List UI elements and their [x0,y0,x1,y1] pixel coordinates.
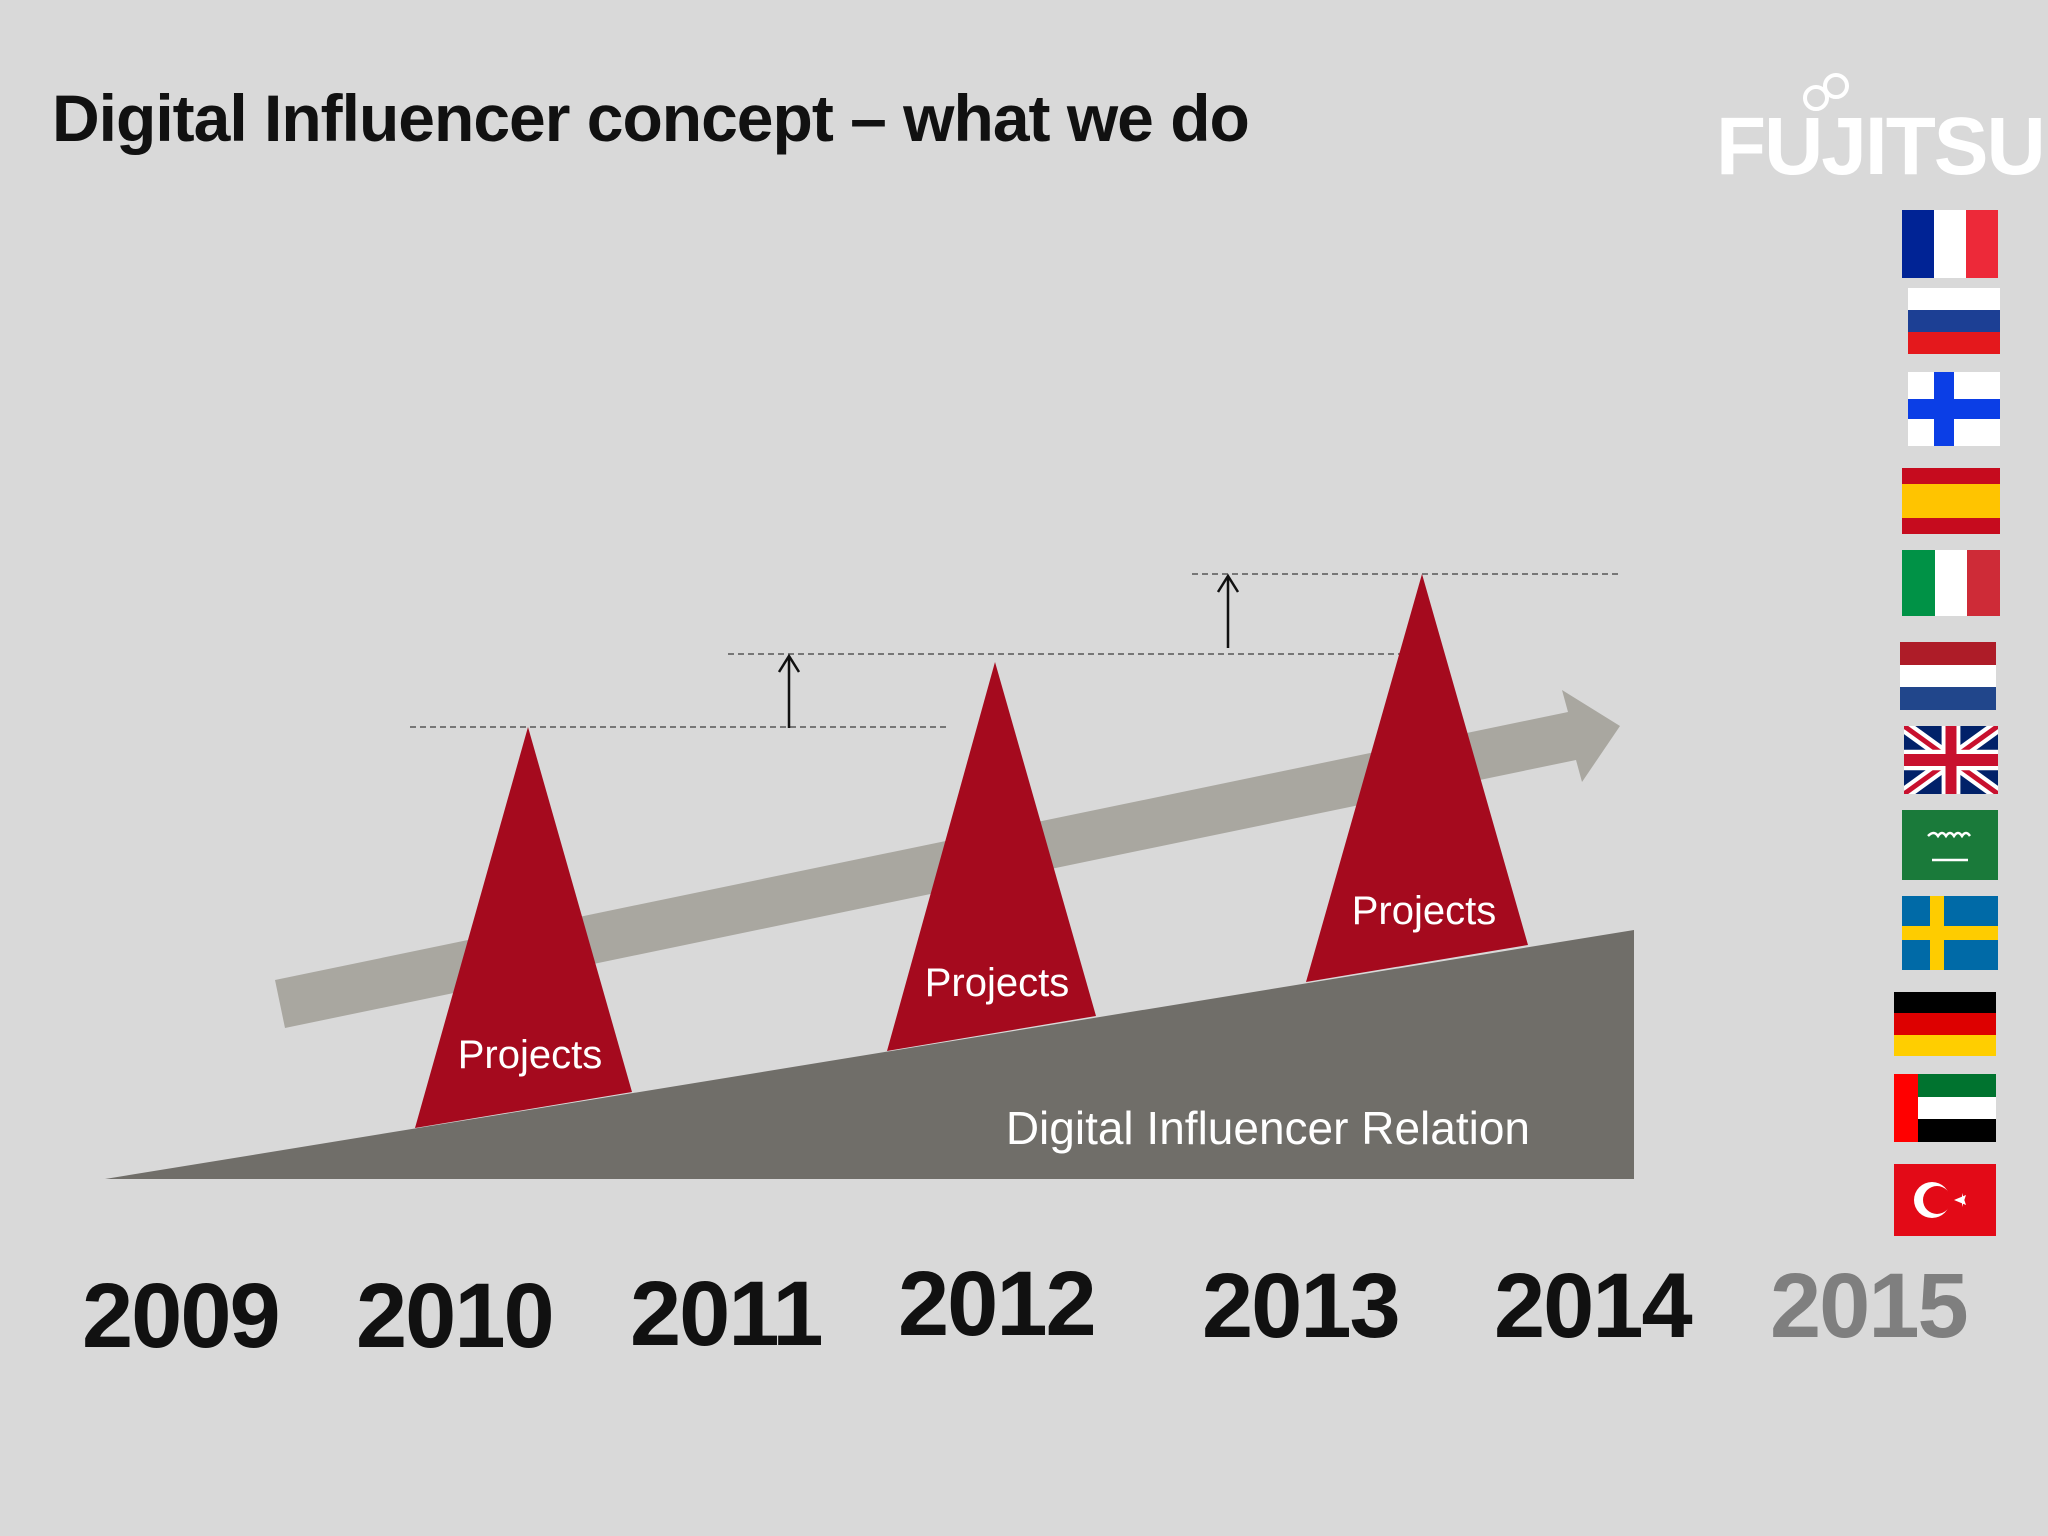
project-peak-1 [415,727,632,1128]
flag-saudi-arabia-icon [1902,810,1998,880]
increase-arrow-2 [1216,573,1240,648]
flag-sweden-icon [1902,896,1998,970]
fujitsu-logo: FUJITSU [1716,101,2046,192]
year-2013: 2013 [1202,1255,1401,1357]
project-peak-3 [1306,574,1528,982]
relation-base-wedge [105,930,1634,1179]
flag-turkey-icon [1894,1164,1996,1236]
year-2009: 2009 [82,1265,281,1367]
year-timeline: 2009 2010 2011 2012 2013 2014 2015 [0,1250,2048,1367]
flag-united-kingdom-icon [1904,726,1998,794]
increase-arrow-1 [777,653,801,728]
peak-label-1: Projects [458,1033,603,1077]
year-2010: 2010 [356,1265,555,1367]
flag-netherlands-icon [1900,642,1996,710]
relation-label: Digital Influencer Relation [1006,1102,1530,1154]
flag-russia-icon [1908,288,2000,354]
year-2015: 2015 [1770,1255,1969,1357]
year-2012: 2012 [898,1253,1097,1355]
flag-finland-icon [1908,372,2000,446]
year-2014: 2014 [1494,1255,1693,1357]
flag-uae-icon [1894,1074,1996,1142]
page-title: Digital Influencer concept – what we do [52,81,1250,155]
project-peak-2 [887,662,1096,1051]
flag-france-icon [1902,210,1998,278]
flag-italy-icon [1902,550,2000,616]
flag-spain-icon [1902,468,2000,534]
flag-germany-icon [1894,992,1996,1056]
peak-label-3: Projects [1352,889,1497,933]
year-2011: 2011 [630,1263,824,1365]
peak-label-2: Projects [925,961,1070,1005]
fujitsu-infinity-mark [1803,73,1849,111]
